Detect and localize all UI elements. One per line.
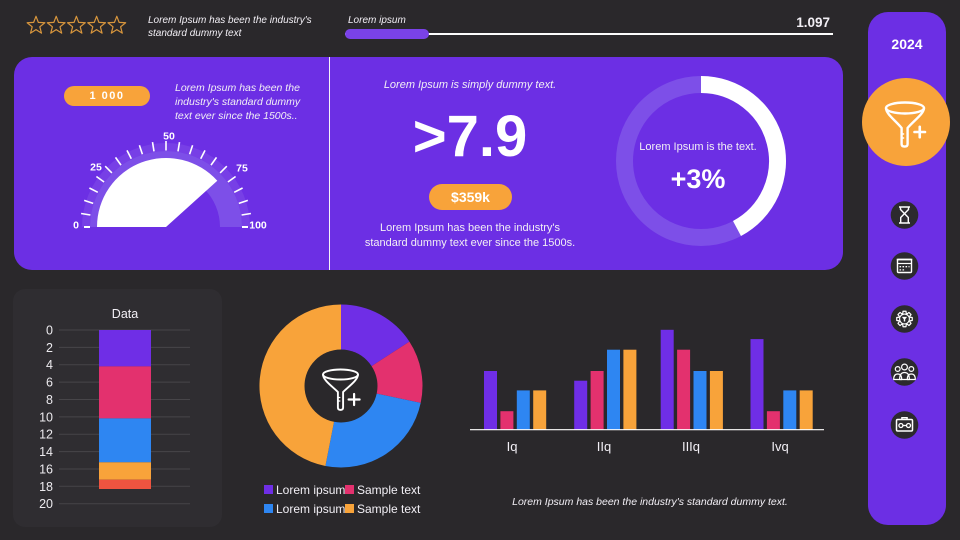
svg-text:14: 14 xyxy=(39,445,53,459)
svg-text:IIq: IIq xyxy=(597,439,611,454)
svg-text:50: 50 xyxy=(163,131,175,143)
svg-text:10: 10 xyxy=(39,410,53,424)
svg-text:16: 16 xyxy=(39,463,53,477)
svg-text:4: 4 xyxy=(46,358,53,372)
svg-text:0: 0 xyxy=(46,324,53,338)
svg-text:8: 8 xyxy=(46,393,53,407)
svg-text:100: 100 xyxy=(249,220,267,232)
svg-text:75: 75 xyxy=(236,163,248,175)
svg-text:0: 0 xyxy=(73,220,79,232)
svg-text:25: 25 xyxy=(90,162,102,174)
svg-text:Iq: Iq xyxy=(507,439,518,454)
svg-text:2: 2 xyxy=(46,341,53,355)
svg-text:18: 18 xyxy=(39,480,53,494)
svg-text:12: 12 xyxy=(39,428,53,442)
svg-text:6: 6 xyxy=(46,376,53,390)
svg-text:20: 20 xyxy=(39,497,53,511)
svg-text:IIIq: IIIq xyxy=(682,439,700,454)
svg-text:Ivq: Ivq xyxy=(771,439,788,454)
